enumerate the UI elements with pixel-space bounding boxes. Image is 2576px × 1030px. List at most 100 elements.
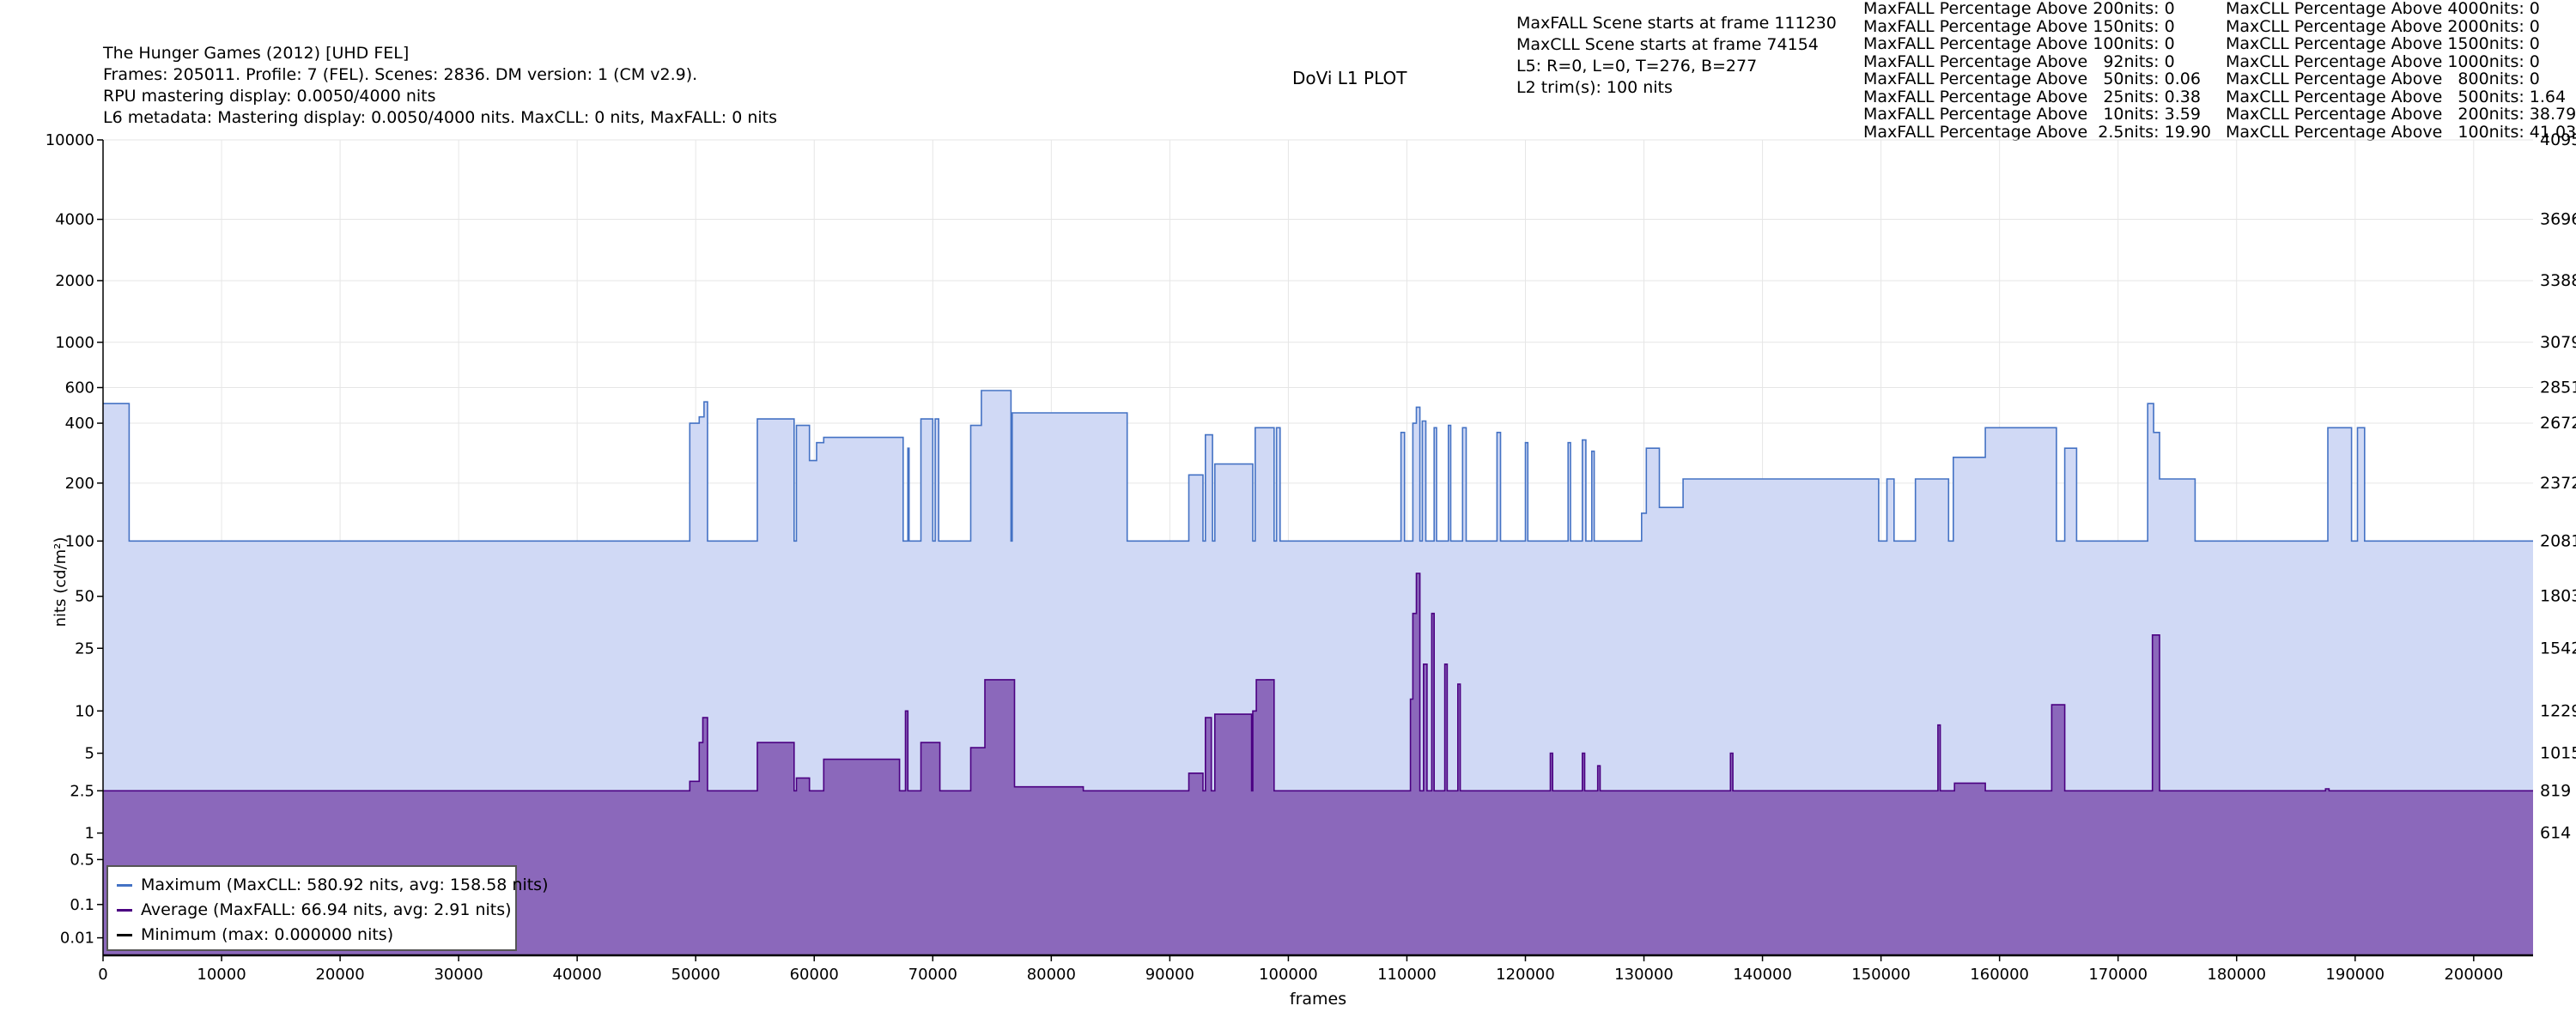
maxfall-stat: MaxFALL Percentage Above 92nits: 0 [1863, 52, 2175, 71]
y-tick-label: 400 [65, 415, 94, 433]
x-tick-label: 20000 [315, 966, 364, 984]
y-tick-label: 1 [85, 825, 94, 843]
l2-trims: L2 trim(s): 100 nits [1516, 78, 1673, 97]
y-tick-label: 0.5 [70, 851, 94, 869]
maxfall-stat: MaxFALL Percentage Above 10nits: 3.59 [1863, 105, 2201, 124]
x-tick-label: 70000 [908, 966, 957, 984]
x-tick-label: 90000 [1145, 966, 1194, 984]
maxcll-stat: MaxCLL Percentage Above 100nits: 41.03 [2226, 122, 2576, 142]
y-tick-label: 600 [65, 379, 94, 397]
avg-series-fill [103, 573, 2533, 955]
header-title: The Hunger Games (2012) [UHD FEL] [103, 44, 410, 63]
axes [102, 140, 2533, 956]
header-info: The Hunger Games (2012) [UHD FEL] Frames… [103, 43, 777, 129]
y2-tick-label: 1015 [2540, 744, 2576, 763]
y2-tick-label: 3079 [2540, 333, 2576, 352]
legend-item-maximum: Maximum (MaxCLL: 580.92 nits, avg: 158.5… [117, 874, 549, 896]
x-tick-label: 60000 [790, 966, 839, 984]
x-tick-label: 180000 [2207, 966, 2266, 984]
y-tick-label: 2.5 [70, 782, 94, 800]
maxfall-stat: MaxFALL Percentage Above 150nits: 0 [1863, 16, 2175, 36]
maxfall-stat: MaxFALL Percentage Above 200nits: 0 [1863, 0, 2175, 18]
y-axis-label: nits (cd/m²) [52, 537, 70, 627]
x-tick-label: 140000 [1733, 966, 1792, 984]
x-tick-label: 100000 [1259, 966, 1318, 984]
x-tick-label: 80000 [1027, 966, 1076, 984]
maxcll-stat: MaxCLL Percentage Above 1000nits: 0 [2226, 52, 2540, 71]
maxcll-stat: MaxCLL Percentage Above 4000nits: 0 [2226, 0, 2540, 18]
y-tick-label: 0.1 [70, 896, 94, 914]
maxcll-stat: MaxCLL Percentage Above 2000nits: 0 [2226, 16, 2540, 36]
x-tick-label: 0 [98, 966, 107, 984]
legend-swatch-average [117, 908, 132, 912]
x-tick-label: 200000 [2444, 966, 2503, 984]
l5-info: L5: R=0, L=0, T=276, B=277 [1516, 57, 1758, 76]
x-tick-label: 150000 [1851, 966, 1911, 984]
y2-tick-label: 1803 [2540, 587, 2576, 606]
max-series-line [103, 390, 2533, 542]
y2-tick-label: 614 [2540, 824, 2571, 843]
legend-label-average: Average (MaxFALL: 66.94 nits, avg: 2.91 … [141, 900, 512, 919]
header-l6-metadata: L6 metadata: Mastering display: 0.0050/4… [103, 108, 778, 127]
maxfall-stat: MaxFALL Percentage Above 2.5nits: 19.90 [1863, 122, 2212, 142]
y-tick-label: 5 [85, 745, 94, 763]
legend-item-average: Average (MaxFALL: 66.94 nits, avg: 2.91 … [117, 899, 512, 921]
x-tick-label: 30000 [434, 966, 483, 984]
y-tick-label: 50 [75, 588, 94, 606]
maxcll-stat: MaxCLL Percentage Above 500nits: 1.64 [2226, 87, 2567, 106]
y2-tick-label: 2081 [2540, 531, 2576, 550]
y2-tick-label: 819 [2540, 781, 2571, 800]
x-ticks: 0 10000 20000 30000 40000 50000 60000 70000 8000… [98, 955, 2503, 984]
y-tick-label: 4000 [55, 211, 94, 229]
x-tick-label: 130000 [1614, 966, 1674, 984]
x-tick-label: 170000 [2088, 966, 2148, 984]
y-tick-label: 100 [65, 532, 94, 550]
maxcll-stat: MaxCLL Percentage Above 1500nits: 0 [2226, 34, 2540, 53]
legend: Maximum (MaxCLL: 580.92 nits, avg: 158.5… [106, 865, 549, 951]
y-tick-label: 10000 [46, 131, 94, 149]
x-tick-label: 120000 [1496, 966, 1555, 984]
x-tick-label: 190000 [2325, 966, 2385, 984]
avg-series-line [103, 573, 2533, 792]
legend-item-minimum: Minimum (max: 0.000000 nits) [117, 924, 393, 946]
y2-tick-label: 3388 [2540, 271, 2576, 290]
y2-tick-label: 2851 [2540, 379, 2576, 397]
y-tick-label: 200 [65, 475, 94, 493]
y2-tick-label: 3696 [2540, 210, 2576, 229]
header-frames: Frames: 205011. Profile: 7 (FEL). Scenes… [103, 65, 698, 84]
maxcll-stat: MaxCLL Percentage Above 800nits: 0 [2226, 70, 2540, 88]
y-tick-label: 25 [75, 639, 94, 657]
x-tick-label: 160000 [1970, 966, 2029, 984]
y-tick-label: 10 [75, 702, 94, 720]
maxfall-stat: MaxFALL Percentage Above 25nits: 0.38 [1863, 87, 2201, 106]
maxcll-stats: MaxCLL Percentage Above 4000nits: 0 MaxC… [2226, 0, 2576, 141]
maxfall-stat: MaxFALL Percentage Above 100nits: 0 [1863, 34, 2175, 53]
maxfall-scene: MaxFALL Scene starts at frame 111230 [1516, 14, 1837, 33]
x-tick-label: 50000 [671, 966, 720, 984]
legend-swatch-maximum [117, 883, 132, 887]
y-tick-label: 0.01 [60, 930, 94, 948]
plot-title: DoVi L1 PLOT [1292, 68, 1407, 88]
y-tick-label: 2000 [55, 272, 94, 290]
scene-info: MaxFALL Scene starts at frame 111230 Max… [1516, 13, 1837, 99]
y2-tick-label: 4095 [2540, 130, 2576, 149]
x-tick-label: 10000 [197, 966, 246, 984]
legend-swatch-minimum [117, 933, 132, 936]
x-axis-label: frames [1290, 990, 1346, 1009]
legend-label-minimum: Minimum (max: 0.000000 nits) [141, 925, 394, 944]
header-rpu-mastering: RPU mastering display: 0.0050/4000 nits [103, 87, 436, 106]
maxfall-stat: MaxFALL Percentage Above 50nits: 0.06 [1863, 70, 2201, 88]
maxcll-stat: MaxCLL Percentage Above 200nits: 38.79 [2226, 105, 2576, 124]
legend-label-maximum: Maximum (MaxCLL: 580.92 nits, avg: 158.5… [141, 876, 549, 894]
y-tick-label: 1000 [55, 334, 94, 352]
maxfall-stats: MaxFALL Percentage Above 200nits: 0 MaxF… [1863, 0, 2211, 141]
y2-tick-label: 1229 [2540, 701, 2576, 720]
x-tick-label: 40000 [553, 966, 602, 984]
maxcll-scene: MaxCLL Scene starts at frame 74154 [1516, 35, 1819, 54]
x-tick-label: 110000 [1377, 966, 1437, 984]
y2-tick-label: 1542 [2540, 639, 2576, 657]
